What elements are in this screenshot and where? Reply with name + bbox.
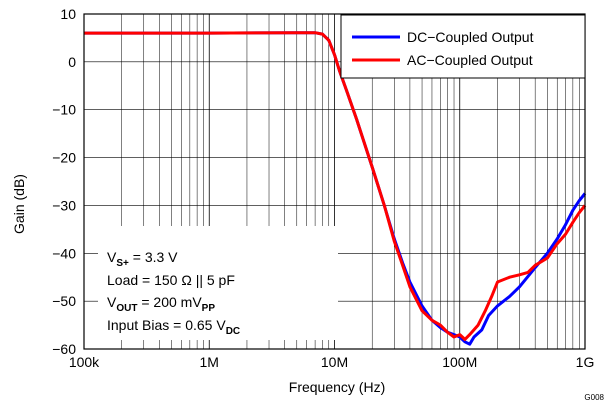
series-line-ac-coupled [84, 31, 587, 341]
y-tick-label: 10 [60, 6, 76, 22]
legend-label-ac: AC−Coupled Output [407, 52, 533, 68]
output-voltage-symbol: V [107, 294, 117, 310]
x-axis-label: Frequency (Hz) [289, 379, 385, 395]
plot-frame [83, 13, 586, 350]
supply-voltage-line: VS+ = 3.3 V [107, 249, 178, 269]
legend: DC−Coupled Output AC−Coupled Output [340, 14, 586, 79]
output-voltage-unit-subscript: PP [202, 303, 216, 314]
y-tick-label: −40 [52, 245, 76, 261]
x-tick-label: 1M [200, 354, 219, 370]
x-tick-label: 1G [576, 354, 595, 370]
x-tick-label: 100M [442, 354, 477, 370]
input-bias-value: Input Bias = 0.65 V [107, 317, 226, 333]
input-bias-line: Input Bias = 0.65 VDC [107, 317, 240, 337]
x-tick-label: 10M [321, 354, 348, 370]
y-tick-label: −60 [52, 341, 76, 357]
supply-voltage-subscript: S+ [116, 258, 129, 269]
figure-id: G008 [584, 393, 604, 402]
legend-label-dc: DC−Coupled Output [407, 29, 534, 45]
output-voltage-subscript: OUT [116, 303, 137, 314]
y-tick-label: −30 [52, 197, 76, 213]
y-tick-label: 0 [68, 54, 76, 70]
legend-box [340, 14, 586, 79]
supply-voltage-symbol: V [107, 249, 117, 265]
conditions-box: VS+ = 3.3 V Load = 150 Ω || 5 pF VOUT = … [98, 226, 338, 340]
x-tick-labels: 100k 1M 10M 100M 1G [69, 354, 595, 370]
load-line: Load = 150 Ω || 5 pF [107, 272, 235, 288]
y-axis-label: Gain (dB) [11, 174, 27, 234]
y-tick-label: −20 [52, 150, 76, 166]
supply-voltage-value: = 3.3 V [129, 249, 178, 265]
x-tick-label: 100k [69, 354, 100, 370]
y-tick-label: −50 [52, 293, 76, 309]
conditions-background [98, 226, 338, 340]
series-layer [84, 31, 587, 346]
input-bias-subscript: DC [226, 326, 240, 337]
y-tick-labels: 10 0 −10 −20 −30 −40 −50 −60 [52, 6, 76, 357]
output-voltage-line: VOUT = 200 mVPP [107, 294, 215, 314]
output-voltage-value: = 200 mV [137, 294, 202, 310]
y-tick-label: −10 [52, 102, 76, 118]
